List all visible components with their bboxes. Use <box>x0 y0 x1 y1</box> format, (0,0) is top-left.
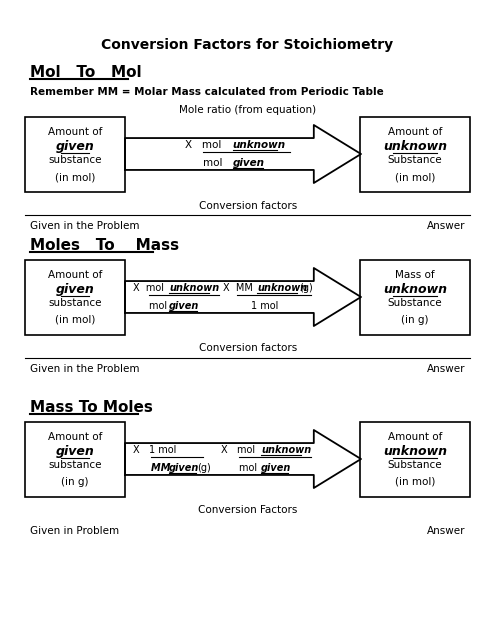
Text: Answer: Answer <box>427 221 465 231</box>
Text: Given in the Problem: Given in the Problem <box>30 364 140 374</box>
Text: Conversion factors: Conversion factors <box>199 343 297 353</box>
Text: Substance: Substance <box>388 460 443 470</box>
Text: 1 mol: 1 mol <box>251 301 278 311</box>
Text: Amount of: Amount of <box>388 432 442 442</box>
Text: Amount of: Amount of <box>48 432 102 442</box>
Text: Conversion Factors for Stoichiometry: Conversion Factors for Stoichiometry <box>101 38 393 52</box>
Text: Given in Problem: Given in Problem <box>30 526 119 536</box>
Text: X   mol: X mol <box>221 445 258 455</box>
Text: Mass of: Mass of <box>395 270 435 280</box>
Text: (in mol): (in mol) <box>55 172 95 182</box>
Text: substance: substance <box>48 460 102 470</box>
Text: Mass To Moles: Mass To Moles <box>30 400 153 415</box>
Text: (in mol): (in mol) <box>395 172 435 182</box>
Text: unknown: unknown <box>261 445 311 455</box>
Text: Conversion factors: Conversion factors <box>199 201 297 211</box>
Text: given: given <box>55 283 95 296</box>
Bar <box>25 117 125 192</box>
Text: given: given <box>233 158 265 168</box>
Text: unknown: unknown <box>169 283 219 293</box>
Text: Amount of: Amount of <box>48 127 102 137</box>
Text: Substance: Substance <box>388 155 443 165</box>
Text: Answer: Answer <box>427 364 465 374</box>
Text: Mol   To   Mol: Mol To Mol <box>30 65 142 80</box>
Text: Amount of: Amount of <box>48 270 102 280</box>
Polygon shape <box>125 430 361 488</box>
Text: (g): (g) <box>299 283 313 293</box>
Text: (in mol): (in mol) <box>395 477 435 487</box>
Text: unknown: unknown <box>257 283 307 293</box>
Text: Substance: Substance <box>388 298 443 308</box>
Text: (in mol): (in mol) <box>55 315 95 325</box>
Text: Mole ratio (from equation): Mole ratio (from equation) <box>179 105 317 115</box>
Text: given: given <box>55 140 95 153</box>
Bar <box>360 260 470 335</box>
Text: X  mol: X mol <box>133 283 167 293</box>
Text: substance: substance <box>48 155 102 165</box>
Text: Amount of: Amount of <box>388 127 442 137</box>
Text: unknown: unknown <box>233 140 286 150</box>
Bar <box>25 260 125 335</box>
Text: Answer: Answer <box>427 526 465 536</box>
Text: (in g): (in g) <box>401 315 429 325</box>
Polygon shape <box>125 125 361 183</box>
Text: given: given <box>261 463 292 473</box>
Text: unknown: unknown <box>383 283 447 296</box>
Bar <box>25 422 125 497</box>
Text: (in g): (in g) <box>61 477 89 487</box>
Text: Moles   To    Mass: Moles To Mass <box>30 238 179 253</box>
Text: X  MM: X MM <box>223 283 256 293</box>
Text: given: given <box>169 301 199 311</box>
Text: Conversion Factors: Conversion Factors <box>198 505 297 515</box>
Text: mol: mol <box>202 158 225 168</box>
Text: MM: MM <box>151 463 174 473</box>
Text: X   mol: X mol <box>185 140 224 150</box>
Text: mol: mol <box>239 463 260 473</box>
Text: unknown: unknown <box>383 140 447 153</box>
Text: Given in the Problem: Given in the Problem <box>30 221 140 231</box>
Text: (g): (g) <box>197 463 211 473</box>
Text: mol: mol <box>149 301 170 311</box>
Polygon shape <box>125 268 361 326</box>
Text: substance: substance <box>48 298 102 308</box>
Text: given: given <box>169 463 199 473</box>
Text: X   1 mol: X 1 mol <box>133 445 176 455</box>
Bar <box>360 117 470 192</box>
Text: given: given <box>55 445 95 458</box>
Bar <box>360 422 470 497</box>
Text: unknown: unknown <box>383 445 447 458</box>
Text: Remember MM = Molar Mass calculated from Periodic Table: Remember MM = Molar Mass calculated from… <box>30 87 384 97</box>
